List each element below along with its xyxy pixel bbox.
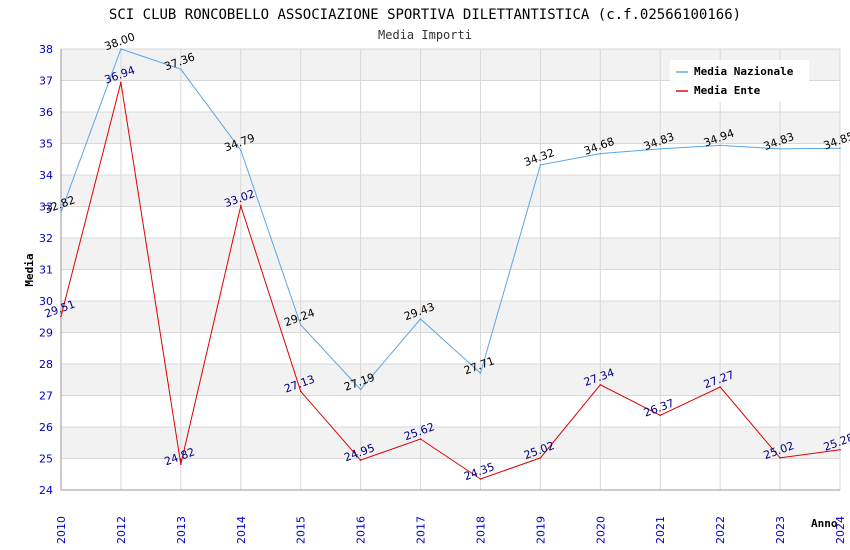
data-point bbox=[180, 463, 182, 465]
y-tick-label: 33 bbox=[39, 201, 53, 214]
tick-labels: 24 25 26 27 28 29 30 31 32 33 34 35 36 37 38 2010 2012 20… bbox=[39, 43, 847, 544]
data-point bbox=[779, 148, 781, 150]
y-tick-label: 37 bbox=[39, 75, 53, 88]
grid-bands bbox=[61, 49, 840, 459]
y-tick-label: 28 bbox=[39, 358, 53, 371]
x-tick-label: 2018 bbox=[474, 516, 487, 544]
legend: Media Nazionale Media Ente bbox=[670, 60, 809, 102]
data-point bbox=[479, 372, 482, 374]
data-point bbox=[239, 149, 242, 151]
y-tick-label: 30 bbox=[39, 295, 53, 308]
data-point bbox=[539, 164, 542, 166]
legend-box bbox=[670, 60, 809, 102]
y-tick-label: 36 bbox=[39, 106, 53, 119]
legend-label-media-ente: Media Ente bbox=[694, 84, 761, 97]
data-point bbox=[419, 318, 422, 320]
x-tick-label: 2017 bbox=[415, 516, 428, 544]
y-axis-title: Media bbox=[23, 253, 36, 286]
data-point bbox=[779, 457, 781, 459]
y-tick-label: 38 bbox=[39, 43, 53, 56]
y-tick-label: 34 bbox=[39, 169, 53, 182]
grid-band bbox=[61, 427, 840, 459]
data-point bbox=[120, 48, 122, 50]
data-point bbox=[60, 211, 62, 213]
series-lines bbox=[60, 48, 841, 480]
data-point bbox=[599, 383, 602, 386]
y-tick-label: 35 bbox=[39, 138, 53, 151]
x-tick-label: 2021 bbox=[654, 516, 667, 544]
chart-subtitle: Media Importi bbox=[378, 28, 472, 42]
y-tick-label: 29 bbox=[39, 327, 53, 340]
x-tick-label: 2013 bbox=[175, 516, 188, 544]
y-tick-label: 31 bbox=[39, 264, 53, 277]
legend-label-media-nazionale: Media Nazionale bbox=[694, 65, 794, 78]
data-point bbox=[299, 324, 302, 326]
data-point bbox=[299, 390, 302, 393]
data-point bbox=[180, 68, 182, 70]
grid-band bbox=[61, 238, 840, 270]
chart-title: SCI CLUB RONCOBELLO ASSOCIAZIONE SPORTIV… bbox=[109, 7, 741, 23]
data-label: 26.37 bbox=[642, 397, 676, 420]
data-point bbox=[719, 144, 721, 147]
x-tick-label: 2012 bbox=[115, 516, 128, 544]
data-point bbox=[839, 448, 841, 451]
y-tick-label: 32 bbox=[39, 232, 53, 245]
grid-band bbox=[61, 301, 840, 333]
series-line-media-ente bbox=[60, 82, 841, 480]
y-tick-label: 24 bbox=[39, 484, 53, 497]
x-tick-label: 2024 bbox=[834, 516, 847, 544]
y-tick-label: 26 bbox=[39, 421, 53, 434]
x-tick-label: 2015 bbox=[295, 516, 308, 544]
data-point bbox=[479, 478, 482, 480]
data-point bbox=[659, 414, 662, 417]
data-point bbox=[719, 386, 721, 388]
x-tick-label: 2014 bbox=[235, 516, 248, 544]
data-point bbox=[839, 147, 841, 150]
x-tick-label: 2016 bbox=[355, 516, 368, 544]
grid-band bbox=[61, 364, 840, 396]
series-line-media-nazionale bbox=[60, 48, 841, 391]
data-point bbox=[659, 148, 662, 150]
data-point bbox=[359, 388, 362, 391]
x-tick-label: 2020 bbox=[594, 516, 607, 544]
data-point bbox=[419, 438, 422, 440]
y-tick-label: 27 bbox=[39, 390, 53, 403]
data-point bbox=[539, 457, 542, 459]
axes bbox=[60, 49, 840, 491]
grid-band bbox=[61, 112, 840, 144]
data-point bbox=[60, 315, 62, 318]
data-point bbox=[239, 205, 242, 207]
data-label: 34.32 bbox=[522, 146, 556, 169]
x-tick-label: 2022 bbox=[714, 516, 727, 544]
data-point bbox=[120, 81, 122, 84]
data-point bbox=[599, 152, 602, 155]
y-tick-label: 25 bbox=[39, 453, 53, 466]
x-axis-title: Anno bbox=[811, 517, 838, 530]
x-tick-label: 2019 bbox=[534, 516, 547, 544]
grid-band bbox=[61, 175, 840, 207]
x-tick-label: 2023 bbox=[774, 516, 787, 544]
data-point bbox=[359, 459, 362, 461]
x-tick-label: 2010 bbox=[55, 516, 68, 544]
data-label: 24.35 bbox=[462, 460, 496, 483]
